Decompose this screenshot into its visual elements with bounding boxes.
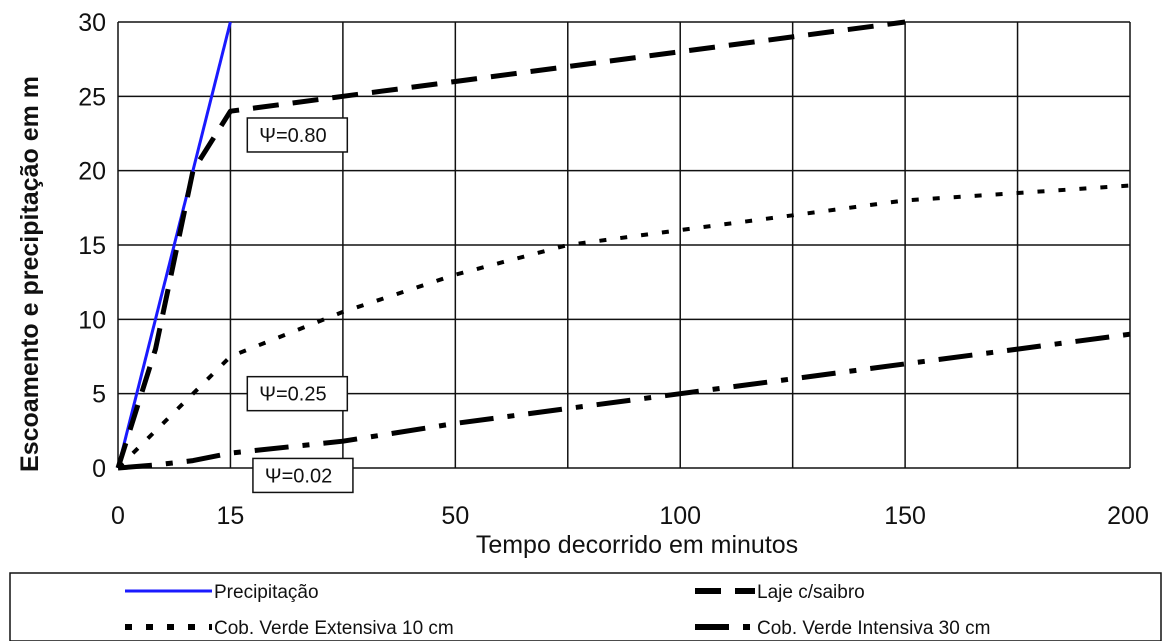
y-tick-label: 5 — [92, 381, 106, 409]
series-line-3 — [116, 183, 1131, 470]
x-tick-label: 15 — [217, 502, 245, 530]
legend-item: Laje c/saibro — [695, 582, 865, 603]
grid — [117, 21, 1131, 469]
annotation-box — [252, 457, 354, 494]
legend-box — [9, 572, 1162, 641]
y-tick-label: 25 — [78, 83, 106, 111]
y-tick-label: 15 — [78, 232, 106, 260]
x-tick-label: 50 — [441, 502, 469, 530]
y-tick-label: 30 — [78, 9, 106, 37]
x-tick-labels: 0 15 50 100 150 200 — [111, 502, 1149, 530]
annotation-label: Ψ=0.02 — [252, 457, 354, 494]
legend-label: Precipitação — [214, 582, 319, 603]
x-axis-title: Tempo decorrido em minutos — [476, 531, 798, 559]
legend-label: Laje c/saibro — [757, 582, 865, 603]
x-tick-label: 100 — [659, 502, 701, 530]
x-tick-label: 200 — [1107, 502, 1149, 530]
legend-item: Cob. Verde Extensiva 10 cm — [125, 618, 454, 639]
series-line-1 — [116, 21, 232, 469]
annotation-text: Ψ=0.02 — [265, 465, 332, 487]
y-tick-label: 10 — [78, 306, 106, 334]
legend-item: Precipitação — [125, 582, 319, 603]
annotation-label: Ψ=0.25 — [246, 375, 349, 412]
annotation-text: Ψ=0.25 — [259, 384, 326, 406]
legend-items: Precipitação Laje c/saibro Cob. Verde Exte… — [125, 582, 990, 639]
annotations: Ψ=0.80 Ψ=0.25 Ψ=0.02 — [246, 117, 354, 494]
annotation-box — [246, 117, 349, 153]
legend: Precipitação Laje c/saibro Cob. Verde Exte… — [9, 572, 1162, 641]
x-tick-label: 0 — [111, 502, 125, 530]
y-tick-label: 0 — [92, 455, 106, 483]
legend-label: Cob. Verde Intensiva 30 cm — [757, 618, 990, 639]
annotation-label: Ψ=0.80 — [246, 117, 349, 153]
series-line-4 — [117, 331, 1131, 471]
series-lines — [115, 19, 1131, 471]
annotation-text: Ψ=0.80 — [259, 125, 326, 147]
x-tick-label: 150 — [884, 502, 926, 530]
y-tick-labels: 0 5 10 15 20 25 30 — [78, 9, 106, 483]
y-tick-label: 20 — [78, 158, 106, 186]
annotation-box — [246, 375, 349, 412]
y-axis-title: Escoamento e precipitação em m — [16, 76, 44, 472]
legend-item: Cob. Verde Intensiva 30 cm — [695, 618, 990, 639]
legend-label: Cob. Verde Extensiva 10 cm — [214, 618, 454, 639]
